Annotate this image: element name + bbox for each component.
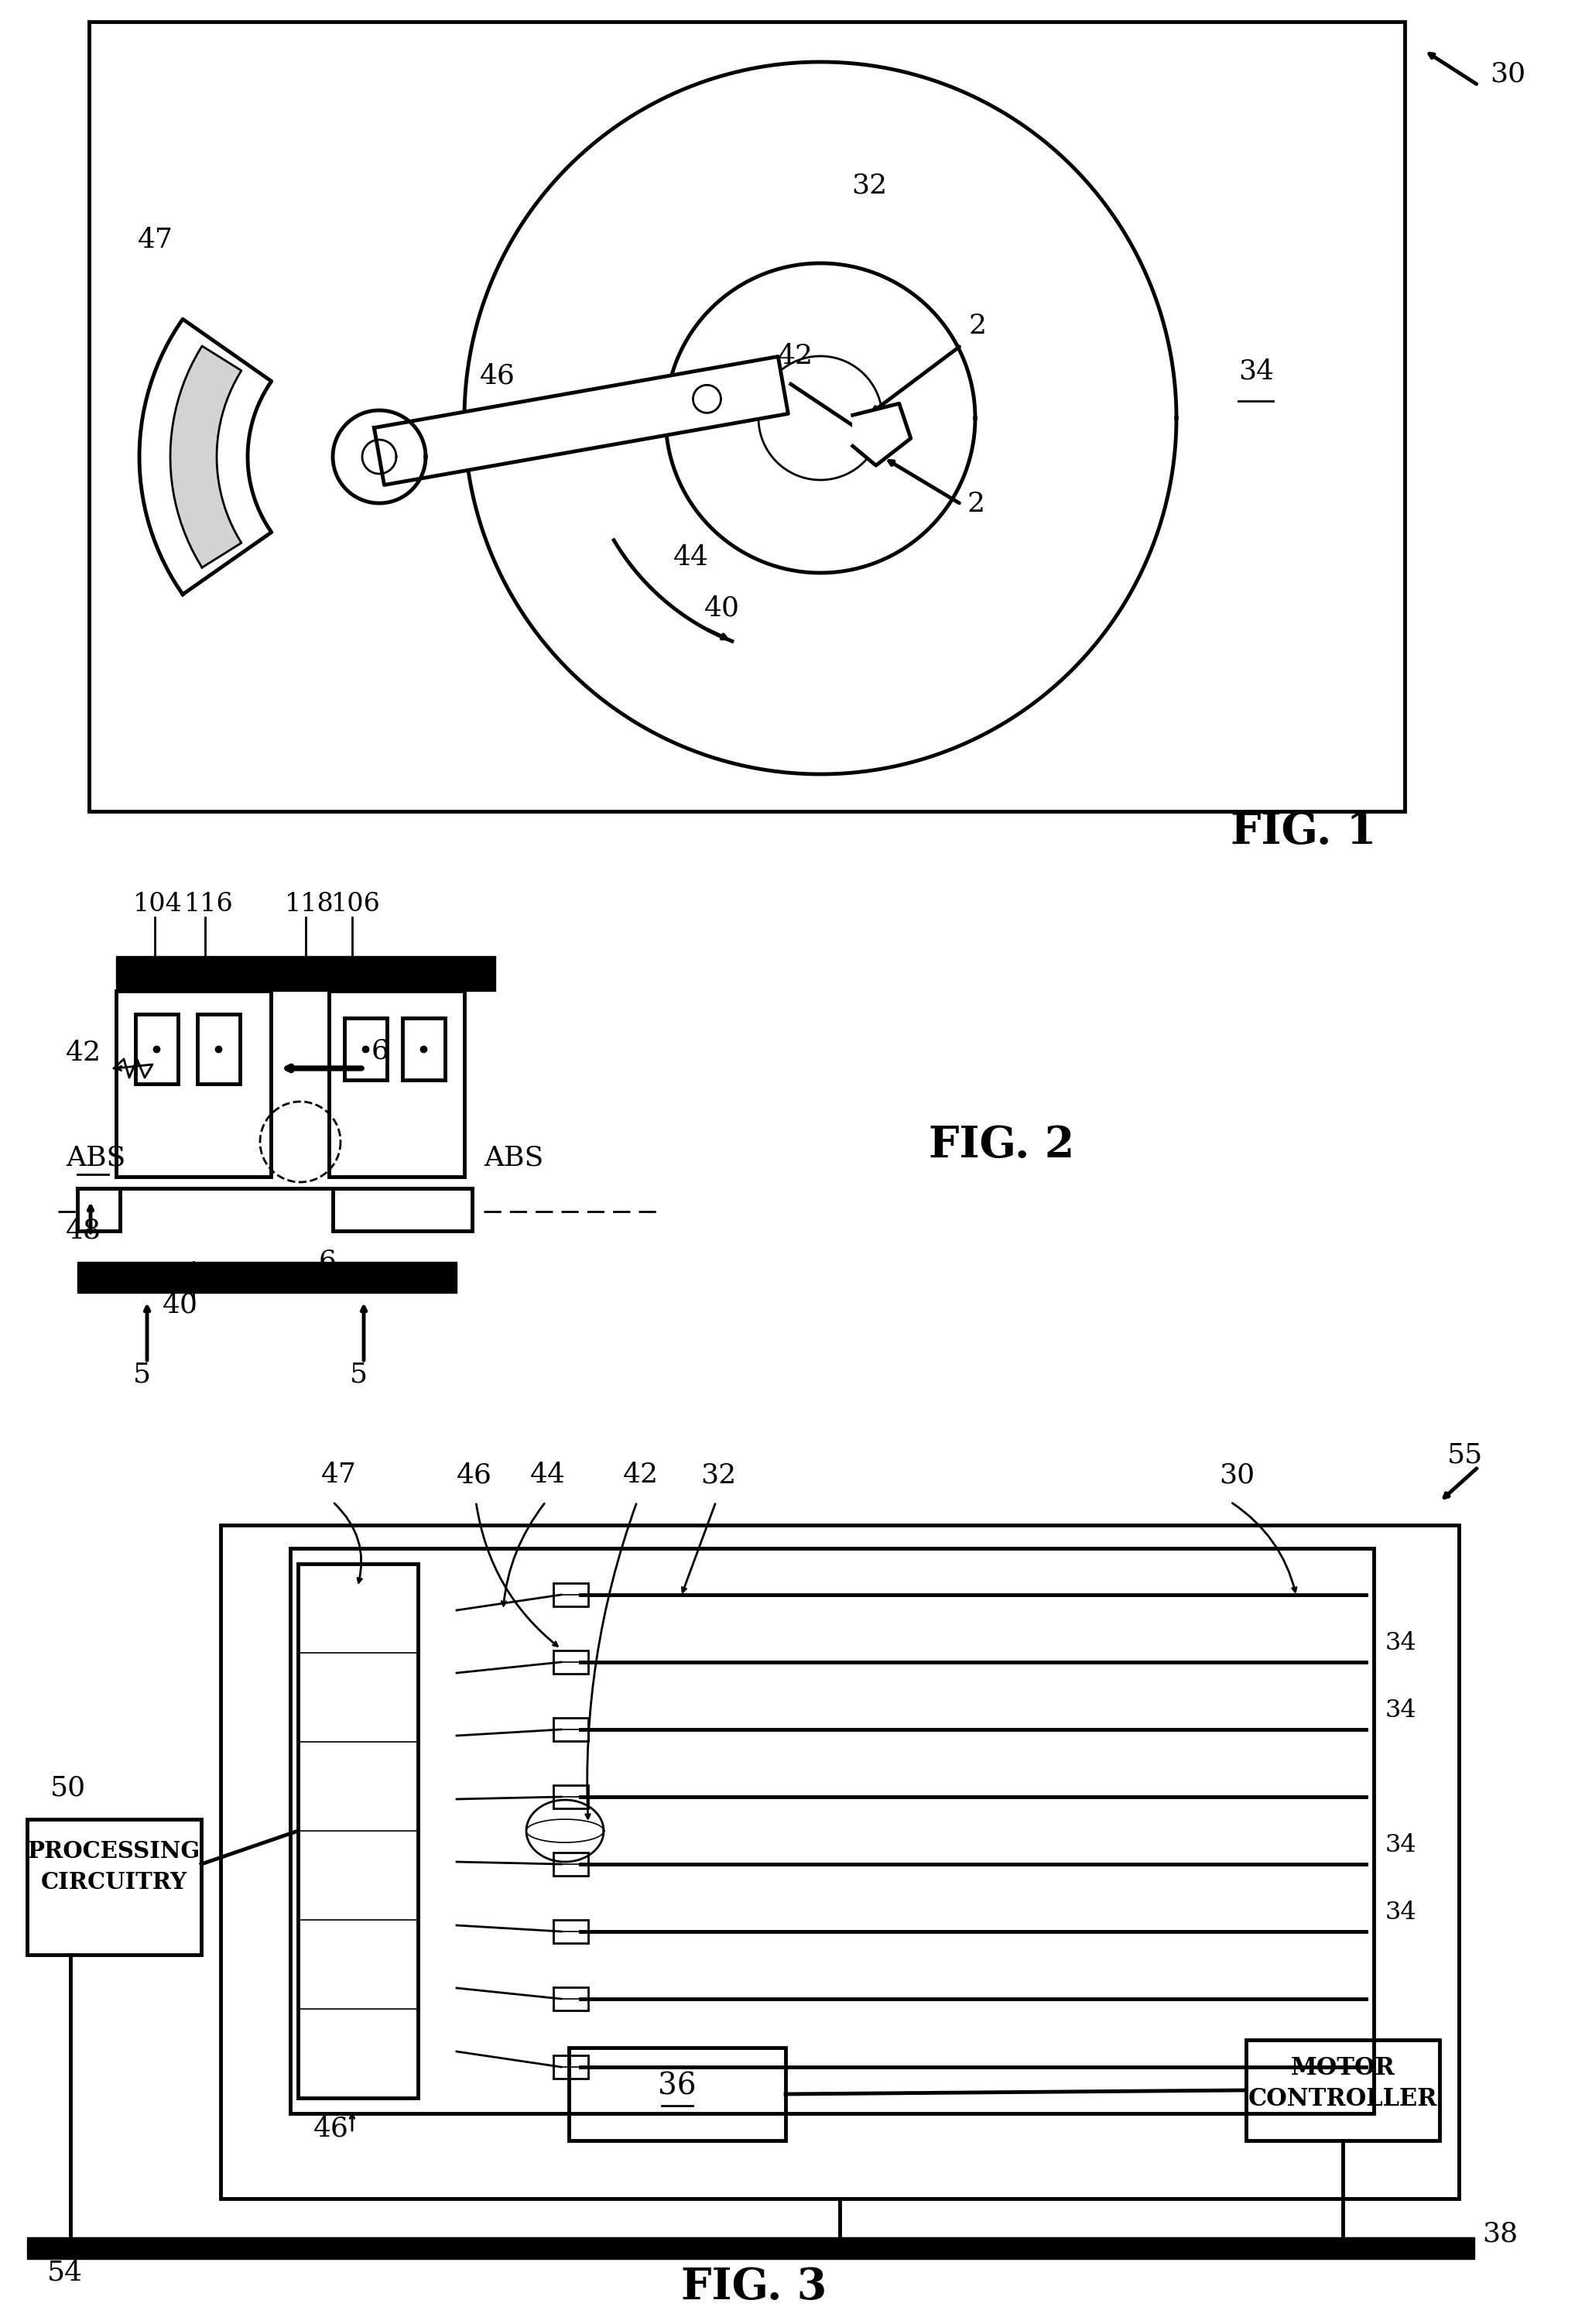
Bar (221, 1525, 1458, 2199)
Bar (135, 1013, 178, 1083)
Text: CIRCUITRY: CIRCUITRY (41, 1871, 186, 1894)
Bar (27, 2238, 1474, 2259)
Text: PROCESSING: PROCESSING (27, 1841, 201, 1862)
Bar (554, 1717, 587, 1741)
Text: 34: 34 (1385, 1834, 1417, 1857)
Text: 55: 55 (1447, 1443, 1484, 1469)
Text: FIG. 2: FIG. 2 (928, 1125, 1075, 1167)
Bar (290, 1548, 1374, 2113)
Text: 2: 2 (970, 314, 987, 339)
Bar (403, 1018, 446, 1081)
Bar (333, 1188, 473, 1232)
Polygon shape (374, 356, 788, 486)
Bar (78, 1188, 119, 1232)
Bar (554, 2054, 587, 2078)
Polygon shape (853, 404, 911, 465)
Bar (344, 1018, 387, 1081)
Text: 44: 44 (673, 544, 708, 572)
Text: 118: 118 (285, 892, 334, 916)
Bar (554, 1852, 587, 1875)
Text: 47: 47 (322, 1462, 357, 1487)
Text: 6: 6 (371, 1039, 388, 1064)
Text: 40: 40 (704, 595, 740, 621)
Text: 48: 48 (65, 1218, 102, 1243)
Bar (89, 21, 1404, 811)
Text: 34: 34 (1385, 1699, 1417, 1722)
Text: 30: 30 (1219, 1462, 1254, 1487)
Polygon shape (170, 346, 242, 567)
Text: 6: 6 (318, 1248, 336, 1276)
Text: 42: 42 (622, 1462, 659, 1487)
Text: 5: 5 (134, 1362, 151, 1387)
Text: MOTOR: MOTOR (1291, 2057, 1395, 2080)
Bar (78, 1262, 457, 1292)
Text: 5: 5 (350, 1362, 368, 1387)
Text: 46: 46 (314, 2115, 349, 2143)
Text: 50: 50 (51, 1776, 86, 1801)
Text: 42: 42 (65, 1039, 102, 1067)
Text: ABS: ABS (65, 1143, 126, 1171)
Bar (554, 1987, 587, 2010)
Text: 2: 2 (968, 490, 985, 518)
Text: 44: 44 (530, 1462, 565, 1487)
Text: 30: 30 (1490, 60, 1525, 86)
Bar (330, 990, 465, 1176)
Text: 38: 38 (1482, 2219, 1517, 2247)
Text: 54: 54 (48, 2259, 83, 2284)
Bar (116, 955, 495, 990)
Bar (1247, 2040, 1439, 2140)
Text: 40: 40 (162, 1292, 197, 1318)
Bar (554, 1920, 587, 1943)
Text: 34: 34 (1385, 1901, 1417, 1924)
Text: 32: 32 (700, 1462, 736, 1487)
Bar (116, 990, 271, 1176)
Text: 104: 104 (134, 892, 183, 916)
Text: 106: 106 (331, 892, 380, 916)
Text: FIG. 3: FIG. 3 (681, 2266, 826, 2308)
Text: 36: 36 (657, 2071, 696, 2101)
Text: 34: 34 (1239, 358, 1274, 386)
Text: 42: 42 (778, 344, 814, 370)
Bar (197, 1013, 240, 1083)
Text: 116: 116 (185, 892, 234, 916)
Text: 46: 46 (457, 1462, 492, 1487)
Text: 47: 47 (139, 228, 174, 253)
Bar (554, 1785, 587, 1808)
Bar (27, 1820, 201, 1954)
Text: CONTROLLER: CONTROLLER (1248, 2087, 1438, 2110)
Text: 34: 34 (1385, 1631, 1417, 1655)
Text: ABS: ABS (484, 1143, 543, 1171)
Polygon shape (140, 318, 272, 595)
Text: 46: 46 (479, 363, 516, 388)
Bar (568, 2047, 785, 2140)
Text: FIG. 1: FIG. 1 (1231, 811, 1377, 853)
Bar (554, 1583, 587, 1606)
Bar (554, 1650, 587, 1673)
Bar (298, 1564, 419, 2099)
Text: 32: 32 (852, 172, 887, 200)
